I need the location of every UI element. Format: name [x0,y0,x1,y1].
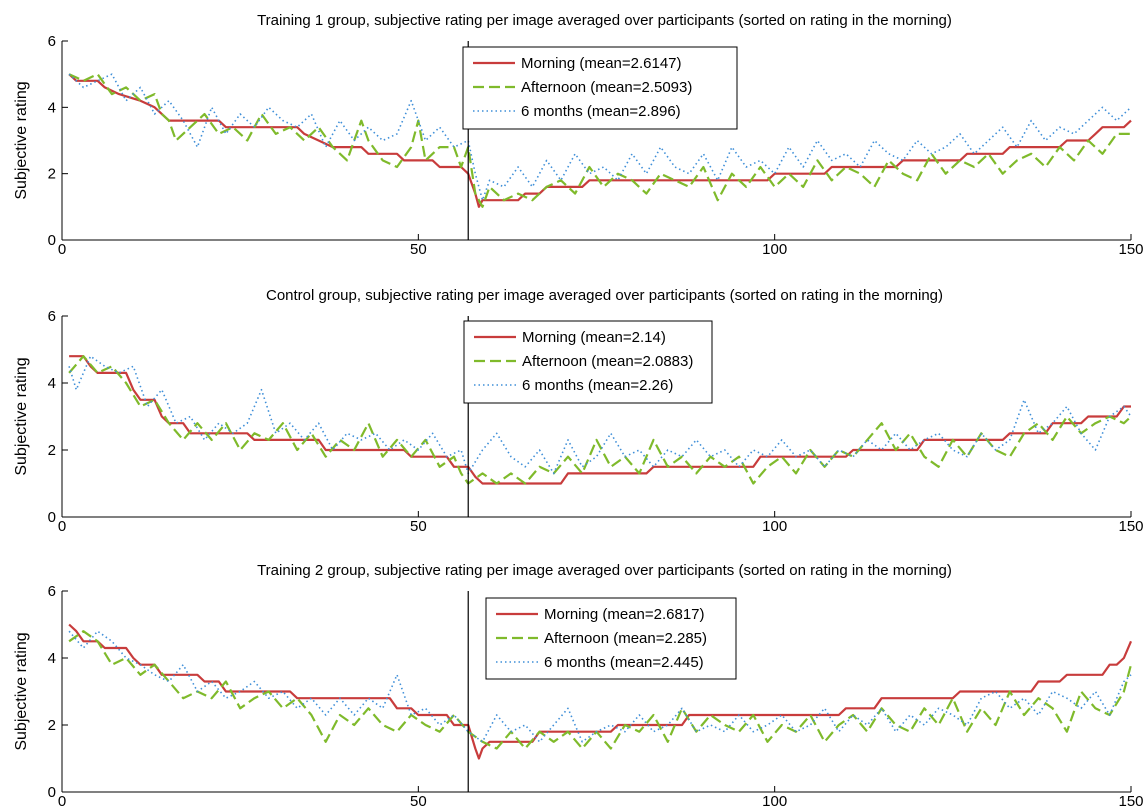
y-tick-label: 0 [48,232,56,249]
chart-panel-2: Control group, subjective rating per ima… [13,287,1144,535]
legend-label: Afternoon (mean=2.5093) [521,79,692,96]
legend: Morning (mean=2.14) Afternoon (mean=2.088… [463,320,713,404]
y-tick-label: 0 [48,784,56,801]
x-tick-label: 150 [1118,793,1143,808]
series-line-afternoon [68,73,1131,208]
y-tick-label: 6 [48,308,56,325]
chart-panel-1: Training 1 group, subjective rating per … [13,12,1144,258]
y-tick-label: 6 [48,583,56,600]
x-tick-label: 50 [410,241,427,258]
chart-panel-3: Training 2 group, subjective rating per … [13,562,1144,808]
series-line-morning [68,623,1133,760]
x-tick-label: 0 [58,793,66,808]
y-tick-label: 2 [48,442,56,459]
legend-label: 6 months (mean=2.26) [522,377,673,394]
y-axis-label: Subjective rating [13,357,30,475]
y-tick-label: 4 [48,650,56,667]
legend-label: Morning (mean=2.14) [522,329,666,346]
y-axis-label: Subjective rating [13,81,30,199]
y-axis-label: Subjective rating [13,632,30,750]
y-tick-label: 2 [48,166,56,183]
series-line-six-months [68,630,1132,743]
legend: Morning (mean=2.6817) Afternoon (mean=2.2… [485,597,737,680]
chart-title: Control group, subjective rating per ima… [266,287,943,304]
x-tick-label: 100 [762,518,787,535]
legend-label: 6 months (mean=2.445) [544,654,704,671]
chart-title: Training 1 group, subjective rating per … [257,12,952,29]
y-tick-label: 6 [48,33,56,50]
legend-label: Afternoon (mean=2.0883) [522,353,693,370]
y-tick-label: 2 [48,717,56,734]
legend-box [485,597,737,680]
legend-label: Morning (mean=2.6817) [544,606,705,623]
x-tick-label: 150 [1118,241,1143,258]
legend: Morning (mean=2.6147) Afternoon (mean=2.5… [462,46,738,130]
legend-label: Afternoon (mean=2.285) [544,630,707,647]
x-tick-label: 50 [410,793,427,808]
x-tick-label: 100 [762,793,787,808]
x-tick-label: 50 [410,518,427,535]
series-line-afternoon [68,355,1132,485]
legend-label: Morning (mean=2.6147) [521,55,682,72]
x-tick-label: 0 [58,518,66,535]
legend-label: 6 months (mean=2.896) [521,103,681,120]
x-tick-label: 100 [762,241,787,258]
legend-box [463,320,713,404]
x-tick-label: 0 [58,241,66,258]
chart-title: Training 2 group, subjective rating per … [257,562,952,579]
x-tick-label: 150 [1118,518,1143,535]
y-tick-label: 0 [48,509,56,526]
y-tick-label: 4 [48,99,56,116]
y-tick-label: 4 [48,375,56,392]
series-line-six-months [68,73,1132,201]
